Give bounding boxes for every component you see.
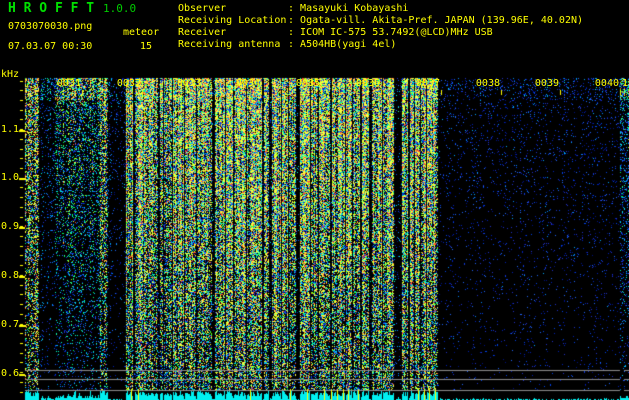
info-separator: : [288, 27, 301, 38]
info-label: Observer [178, 3, 227, 14]
info-row: Receiving Location: Ogata-vill. Akita-Pr… [178, 15, 583, 27]
info-row: Receiver: ICOM IC-575 53.7492(@LCD)MHz U… [178, 27, 583, 39]
time-tick-label: 0036 [355, 78, 380, 89]
freq-tick-label: 1.1 [0, 124, 19, 135]
info-label: Receiving antenna [178, 39, 281, 50]
app-title: H R O F F T [8, 1, 95, 16]
datetime-label: 07.03.07 00:30 [8, 41, 93, 52]
app-version: 1.0.0 [103, 2, 137, 15]
time-tick-label-partial: 1 [622, 78, 629, 89]
freq-tick-label: 0.9 [0, 221, 19, 232]
time-tick-label: 0038 [475, 78, 500, 89]
time-tick-label: 0035 [295, 78, 320, 89]
time-tick-label: 0040 [594, 78, 619, 89]
time-tick-label: 0034 [235, 78, 260, 89]
time-tick-label: 0037 [415, 78, 440, 89]
info-value: Ogata-vill. Akita-Pref. JAPAN (139.96E, … [300, 15, 584, 26]
echo-count: 15 [140, 41, 153, 52]
info-value: ICOM IC-575 53.7492(@LCD)MHz USB [300, 27, 493, 38]
freq-tick-label: 1.0 [0, 172, 19, 183]
info-separator: : [288, 3, 301, 14]
info-value: Masayuki Kobayashi [300, 3, 409, 14]
info-label: Receiving Location [178, 15, 287, 26]
time-tick-label: 0031 [56, 78, 81, 89]
freq-tick-label: 0.7 [0, 319, 19, 330]
time-tick-label: 0033 [176, 78, 201, 89]
time-tick-label: 0039 [534, 78, 559, 89]
time-tick-label: 0032 [116, 78, 141, 89]
file-name: 0703070030.png [8, 21, 93, 32]
info-label: Receiver [178, 27, 227, 38]
mode-label: meteor [123, 27, 160, 38]
info-row: Observer: Masayuki Kobayashi [178, 3, 583, 15]
freq-tick-label: 0.8 [0, 270, 19, 281]
info-separator: : [288, 39, 301, 50]
info-row: Receiving antenna: A504HB(yagi 4el) [178, 39, 583, 51]
info-block: Observer: Masayuki Kobayashi Receiving Lo… [178, 3, 583, 51]
unit-label: kHz [1, 69, 20, 80]
info-separator: : [288, 15, 301, 26]
freq-tick-label: 0.6 [0, 368, 19, 379]
info-value: A504HB(yagi 4el) [300, 39, 397, 50]
